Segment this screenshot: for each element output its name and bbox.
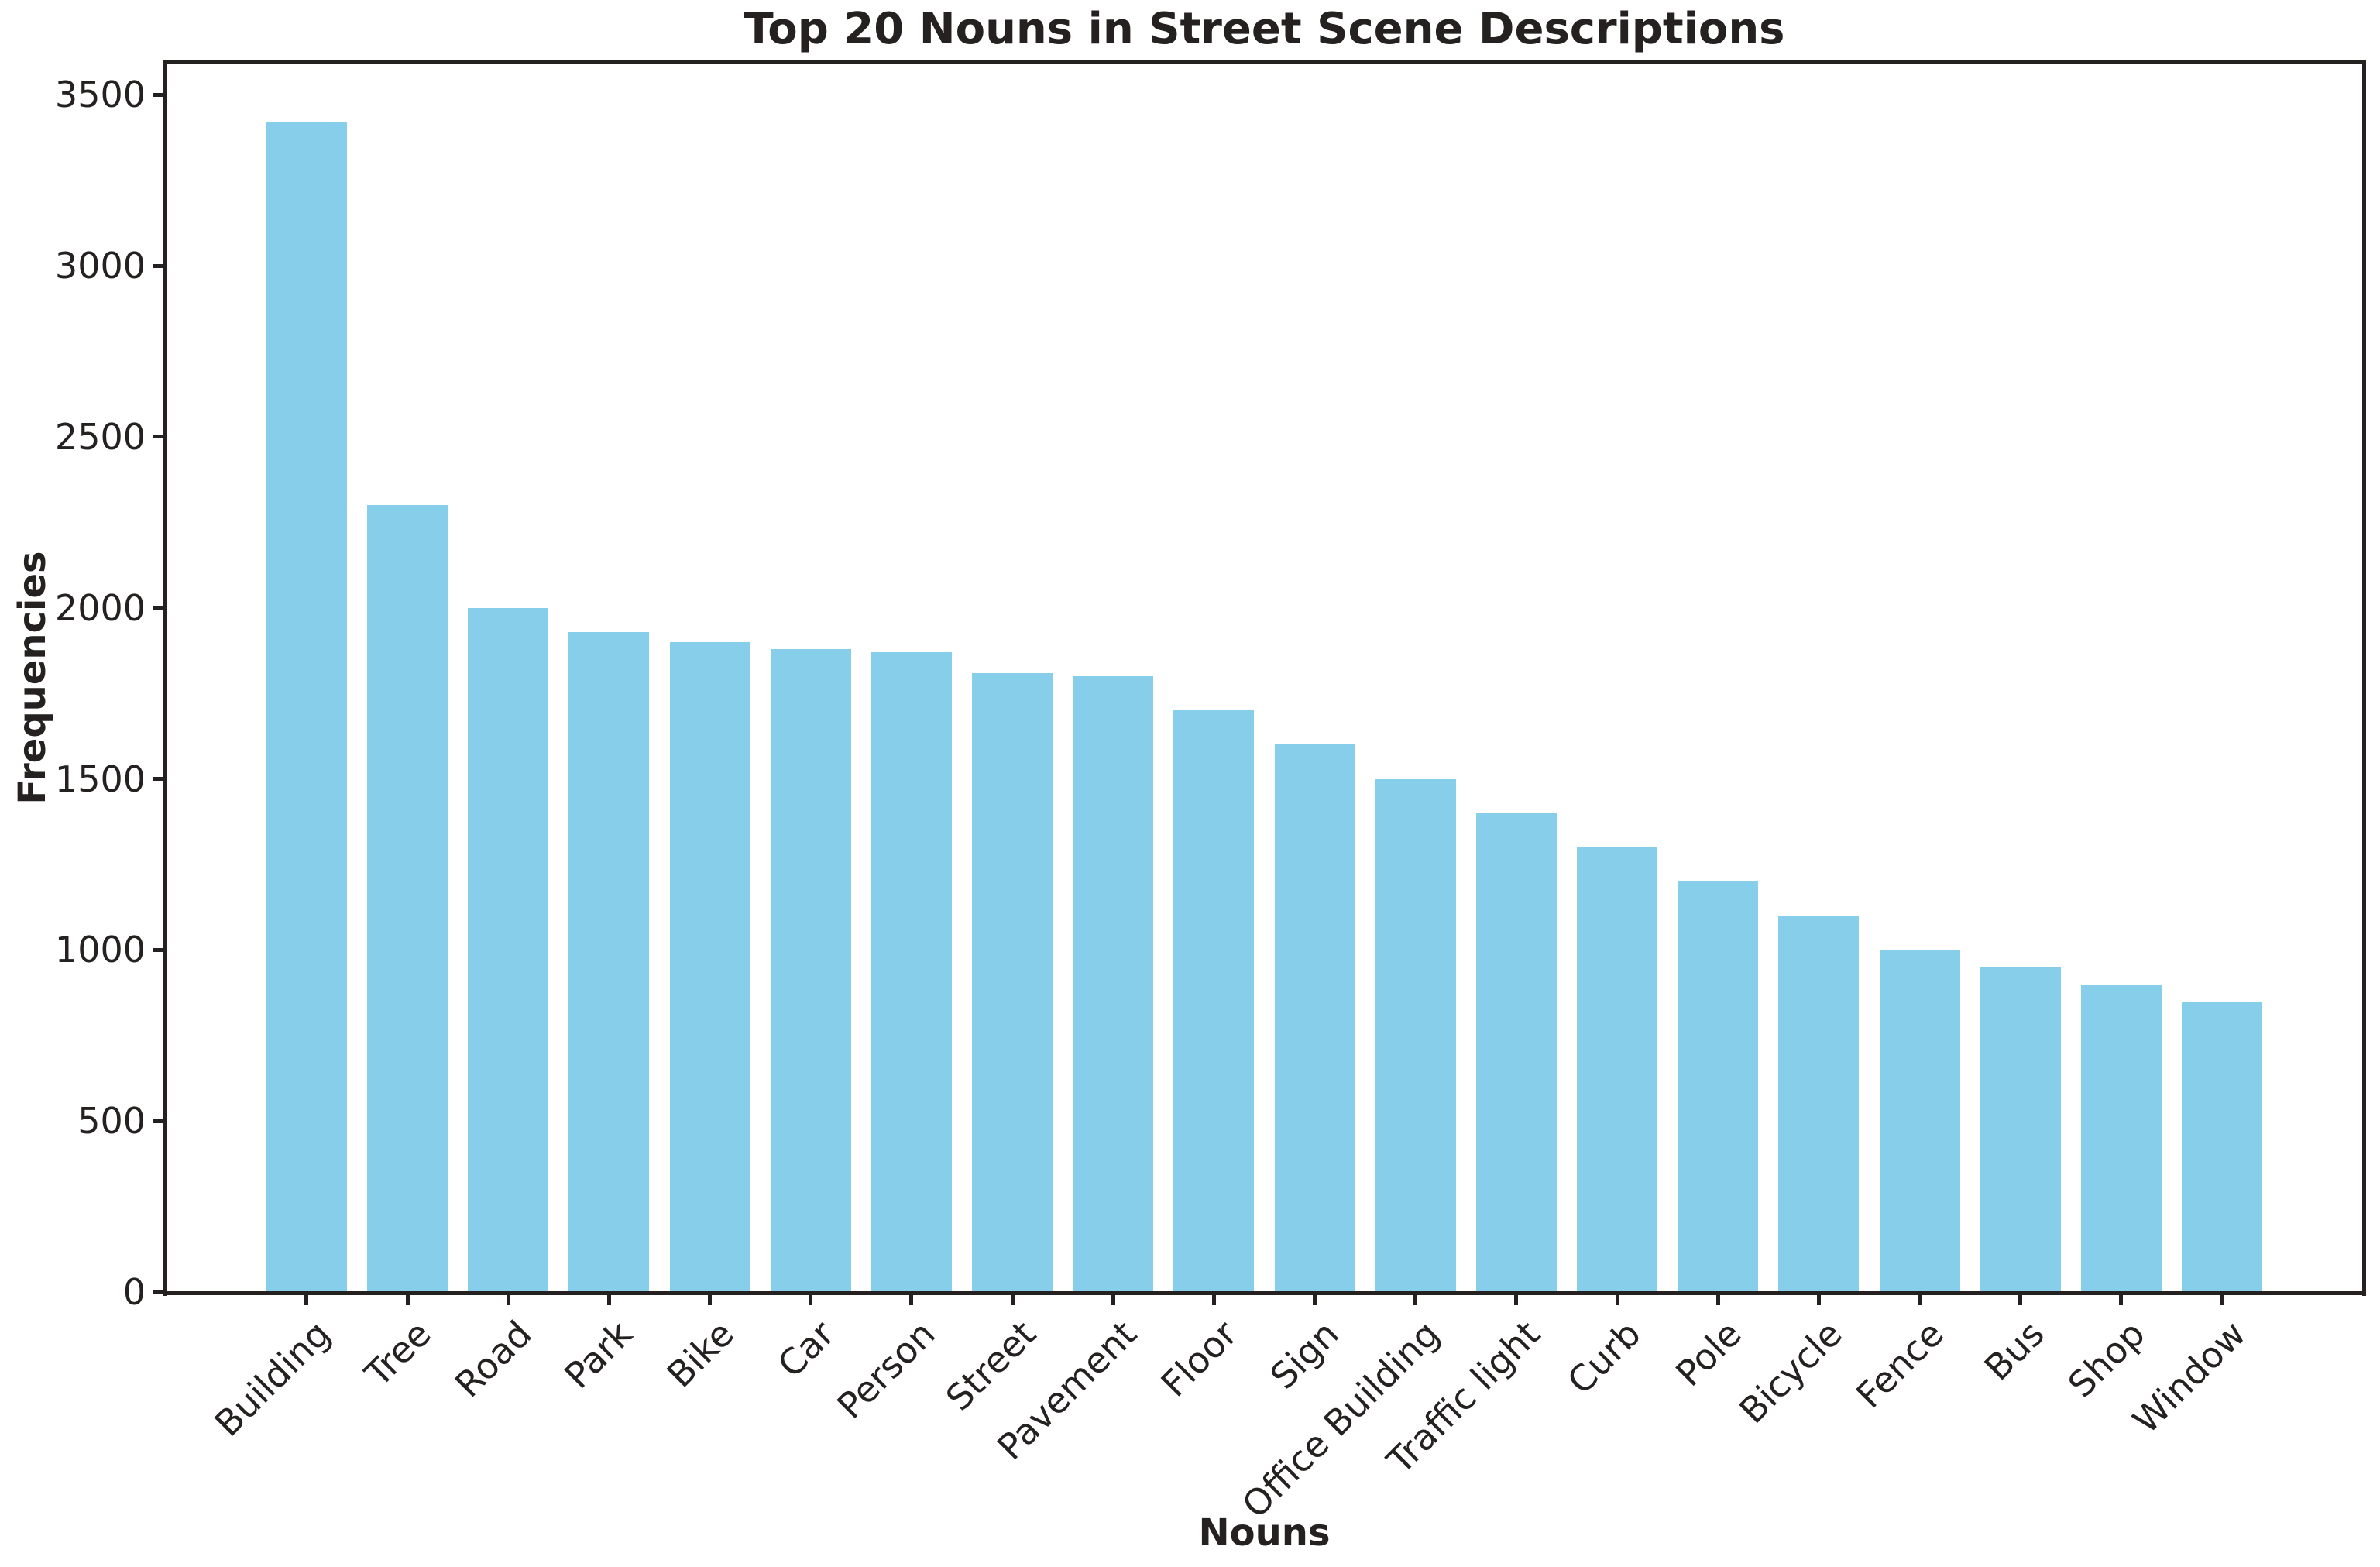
- bar-bike: [669, 641, 750, 1292]
- x-tick-mark: [506, 1294, 510, 1305]
- bar-pavement: [1073, 676, 1154, 1292]
- y-tick-mark: [153, 947, 165, 952]
- x-tick-mark: [1010, 1294, 1015, 1305]
- y-tick-mark: [153, 92, 165, 97]
- x-tick-label-curb: Curb: [1559, 1312, 1649, 1403]
- y-tick-mark: [153, 777, 165, 781]
- bar-park: [568, 631, 650, 1292]
- x-tick-label-bicycle: Bicycle: [1731, 1312, 1851, 1432]
- bar-tree: [367, 505, 448, 1292]
- bar-window: [2182, 1001, 2263, 1292]
- x-tick-label-fence: Fence: [1847, 1312, 1952, 1417]
- x-tick-mark: [2220, 1294, 2224, 1305]
- x-tick-label-park: Park: [556, 1312, 641, 1397]
- x-tick-label-floor: Floor: [1153, 1312, 1246, 1405]
- bar-traffic-light: [1475, 813, 1557, 1292]
- bar-building: [266, 122, 347, 1292]
- x-tick-mark: [304, 1294, 309, 1305]
- x-tick-label-tree: Tree: [356, 1312, 439, 1395]
- x-tick-mark: [1211, 1294, 1216, 1305]
- x-tick-mark: [606, 1294, 611, 1305]
- x-tick-mark: [1715, 1294, 1720, 1305]
- chart-title: Top 20 Nouns in Street Scene Description…: [744, 4, 1785, 54]
- y-tick-label: 2000: [54, 586, 146, 629]
- bar-car: [770, 648, 851, 1292]
- x-tick-label-building: Building: [206, 1312, 338, 1445]
- bar-bus: [1980, 967, 2061, 1292]
- x-tick-mark: [1918, 1294, 1922, 1305]
- y-tick-label: 500: [77, 1100, 146, 1143]
- y-tick-mark: [153, 1290, 165, 1294]
- y-tick-label: 1500: [54, 758, 146, 800]
- x-tick-label-window: Window: [2124, 1312, 2254, 1442]
- x-tick-mark: [1816, 1294, 1821, 1305]
- x-tick-label-bike: Bike: [658, 1312, 742, 1396]
- y-tick-label: 1000: [54, 929, 146, 971]
- bar-road: [468, 607, 549, 1292]
- x-tick-mark: [708, 1294, 713, 1305]
- x-tick-mark: [1514, 1294, 1519, 1305]
- x-tick-mark: [809, 1294, 813, 1305]
- y-tick-label: 2500: [54, 415, 146, 458]
- y-tick-mark: [153, 606, 165, 610]
- x-tick-label-sign: Sign: [1262, 1312, 1347, 1397]
- y-tick-mark: [153, 263, 165, 268]
- x-tick-label-pole: Pole: [1667, 1312, 1750, 1395]
- x-tick-label-road: Road: [447, 1312, 541, 1406]
- bar-shop: [2080, 984, 2162, 1292]
- bar-office-building: [1375, 778, 1456, 1292]
- y-tick-label: 0: [122, 1271, 146, 1313]
- bar-curb: [1577, 847, 1658, 1292]
- bottom-spine: [163, 1291, 2366, 1295]
- x-axis-label: Nouns: [1198, 1511, 1331, 1555]
- bar-bicycle: [1778, 916, 1860, 1292]
- x-tick-mark: [2018, 1294, 2023, 1305]
- right-spine: [2362, 60, 2366, 1296]
- x-tick-label-person: Person: [829, 1312, 943, 1428]
- y-tick-label: 3500: [54, 74, 146, 116]
- x-tick-mark: [1313, 1294, 1317, 1305]
- x-tick-label-car: Car: [769, 1312, 843, 1386]
- x-tick-mark: [1615, 1294, 1619, 1305]
- y-tick-label: 3000: [54, 245, 146, 287]
- bar-street: [972, 672, 1053, 1292]
- left-spine: [163, 60, 167, 1296]
- bar-person: [871, 652, 952, 1292]
- x-tick-mark: [1111, 1294, 1115, 1305]
- x-tick-mark: [405, 1294, 410, 1305]
- x-tick-mark: [909, 1294, 914, 1305]
- bar-floor: [1173, 710, 1255, 1292]
- x-tick-mark: [1413, 1294, 1418, 1305]
- y-tick-mark: [153, 435, 165, 439]
- x-tick-label-shop: Shop: [2059, 1312, 2153, 1406]
- x-tick-mark: [2119, 1294, 2124, 1305]
- bar-sign: [1274, 744, 1355, 1292]
- y-tick-mark: [153, 1119, 165, 1123]
- x-tick-label-bus: Bus: [1976, 1312, 2052, 1389]
- top-spine: [163, 60, 2366, 64]
- bar-fence: [1879, 950, 1960, 1292]
- bar-pole: [1678, 881, 1759, 1292]
